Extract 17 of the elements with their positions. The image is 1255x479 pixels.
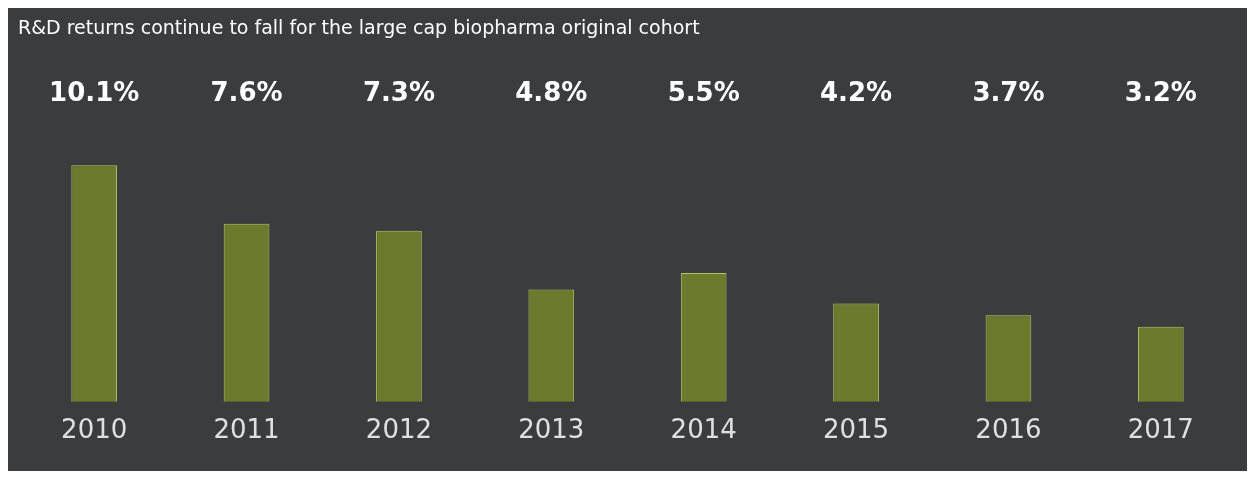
x-tick-label: 2010 — [61, 414, 128, 445]
data-label: 5.5% — [667, 76, 740, 107]
x-tick-label: 2012 — [365, 414, 433, 445]
x-tick-label: 2017 — [1127, 414, 1194, 445]
x-tick-label: 2013 — [518, 414, 585, 445]
chart-title: R&D returns continue to fall for the large cap biopharma original cohort — [18, 16, 700, 39]
data-label: 3.7% — [972, 76, 1045, 107]
data-label: 7.3% — [362, 76, 435, 107]
x-tick-label: 2015 — [822, 414, 890, 445]
x-tick-label: 2011 — [213, 414, 280, 445]
data-label: 10.1% — [49, 76, 140, 107]
data-label: 4.8% — [515, 76, 588, 107]
x-tick-label: 2016 — [975, 414, 1042, 445]
data-label: 7.6% — [210, 76, 283, 107]
data-label: 4.2% — [820, 76, 893, 107]
x-tick-label: 2014 — [670, 414, 737, 445]
data-label: 3.2% — [1124, 76, 1197, 107]
